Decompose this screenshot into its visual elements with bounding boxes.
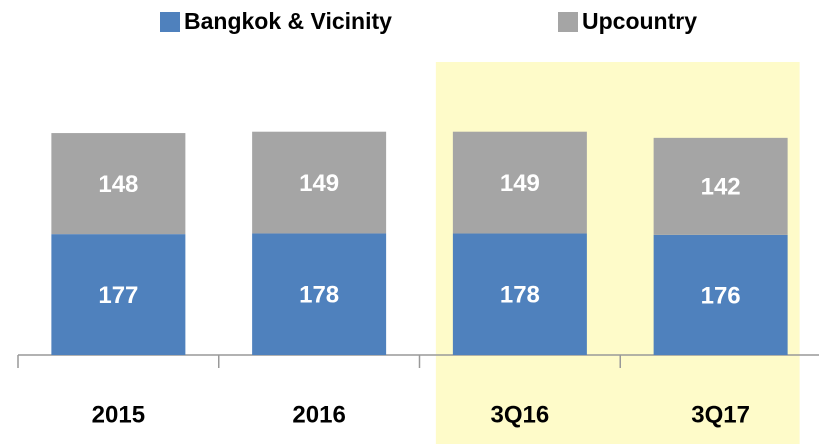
bar-segment — [51, 133, 186, 235]
data-label: 142 — [701, 174, 741, 201]
bar-segment — [452, 233, 587, 355]
data-label: 149 — [299, 170, 339, 197]
x-tick-label: 2015 — [92, 401, 145, 428]
data-label: 178 — [500, 282, 540, 309]
data-label: 177 — [98, 282, 138, 309]
bar-segment — [653, 137, 788, 235]
x-tick-label: 3Q17 — [691, 401, 750, 428]
legend-swatch — [558, 12, 578, 32]
data-label: 149 — [500, 170, 540, 197]
bar-segment — [252, 131, 387, 234]
data-label: 148 — [98, 171, 138, 198]
bar-segment — [452, 131, 587, 234]
legend-label: Upcountry — [582, 8, 697, 34]
bar-segment — [252, 233, 387, 355]
x-tick-label: 2016 — [292, 401, 345, 428]
data-label: 178 — [299, 282, 339, 309]
legend-swatch — [160, 12, 180, 32]
x-tick-label: 3Q16 — [491, 401, 550, 428]
bar-segment — [51, 234, 186, 355]
legend-label: Bangkok & Vicinity — [184, 8, 392, 34]
data-label: 176 — [701, 282, 741, 309]
bar-segment — [653, 234, 788, 355]
